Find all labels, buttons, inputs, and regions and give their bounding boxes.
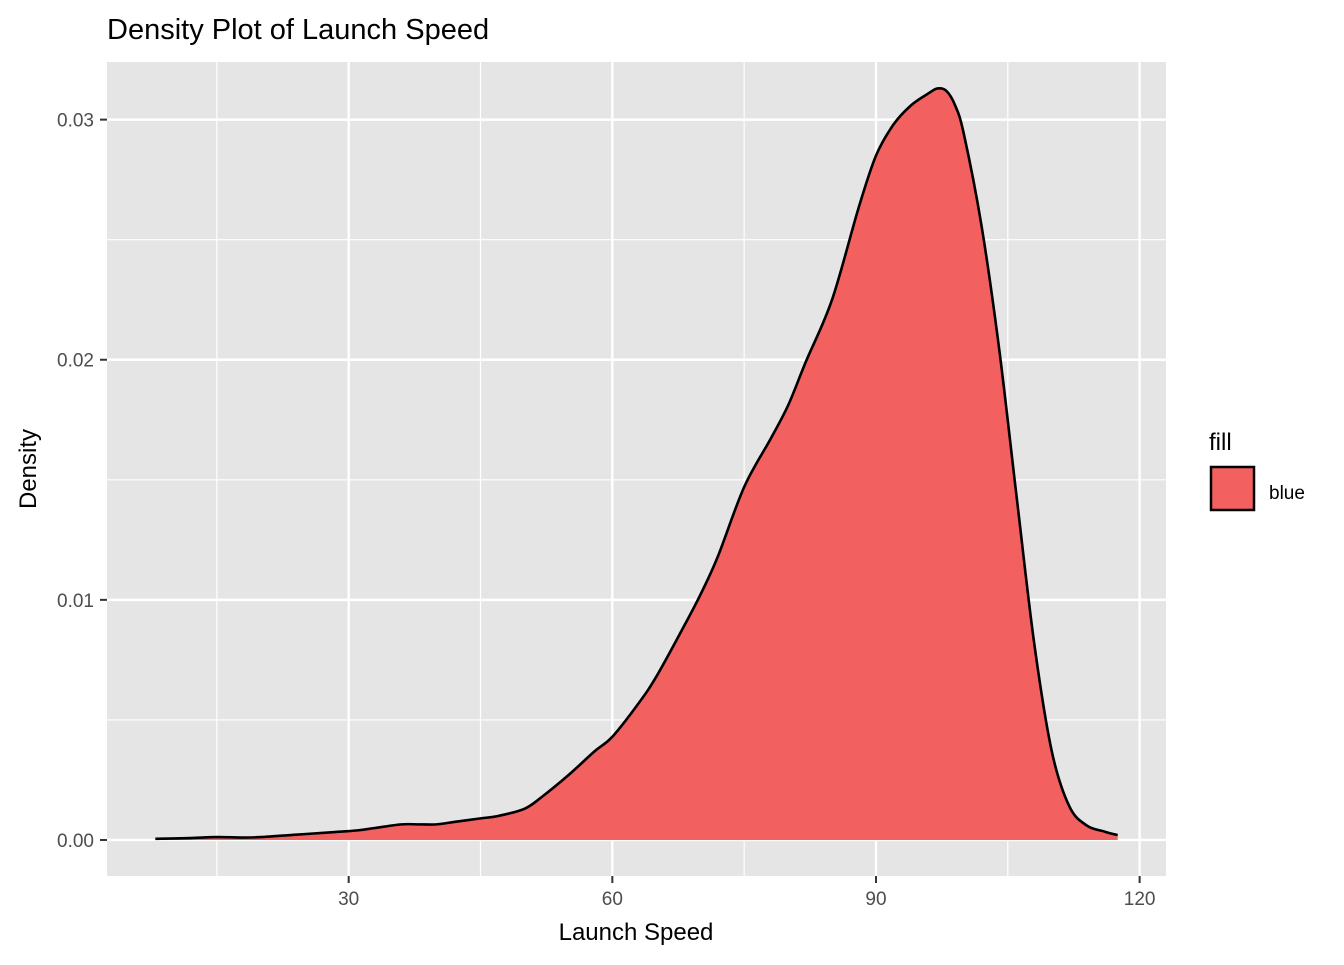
y-tick-label: 0.00 [57,831,94,852]
density-outline [155,86,1119,841]
y-axis-ticks: 0.00 0.01 0.02 0.03 [57,111,107,852]
legend-swatch-blue [1209,465,1256,512]
x-tick-label: 30 [338,889,359,910]
x-tick-label: 120 [1124,889,1156,910]
y-tick-label: 0.03 [57,111,94,132]
legend-title: fill [1209,429,1232,456]
legend-label-blue: blue [1269,483,1305,504]
x-tick-label: 60 [602,889,623,910]
y-tick-label: 0.01 [57,591,94,612]
density-series [155,86,1119,841]
y-axis-label: Density [15,429,42,509]
y-tick-label: 0.02 [57,351,94,372]
legend: fill blue [1209,429,1305,512]
x-tick-label: 90 [865,889,886,910]
density-area [155,88,1118,840]
chart-title: Density Plot of Launch Speed [107,14,489,46]
x-axis-label: Launch Speed [559,919,714,946]
x-axis-ticks: 30 60 90 120 [338,876,1155,910]
